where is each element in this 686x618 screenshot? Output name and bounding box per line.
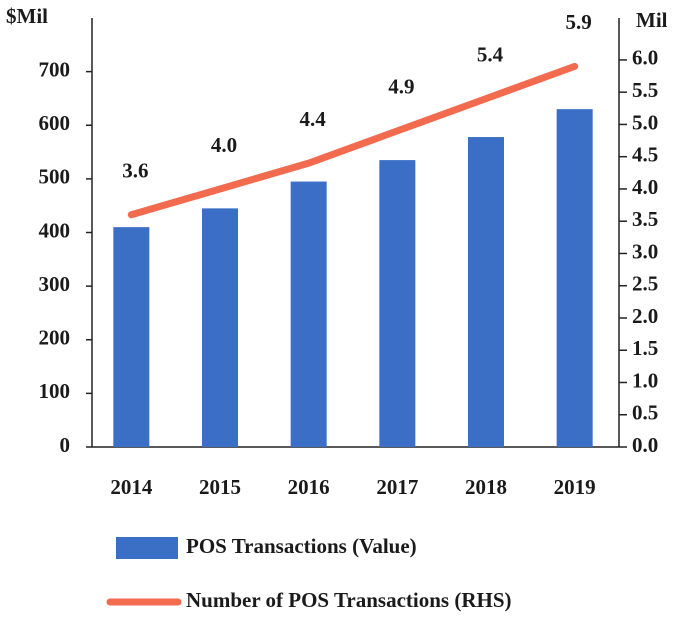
y-axis-label: $Mil xyxy=(6,4,48,28)
data-label: 3.6 xyxy=(122,159,148,183)
data-label: 4.4 xyxy=(300,107,327,131)
data-label: 5.9 xyxy=(566,10,592,34)
y2-tick-label: 3.0 xyxy=(632,239,658,263)
y2-tick-label: 2.5 xyxy=(632,272,658,296)
bar xyxy=(379,160,416,447)
y2-tick-label: 0.5 xyxy=(632,401,658,425)
y2-tick-label: 2.0 xyxy=(632,304,658,328)
x-tick-label: 2018 xyxy=(465,475,507,499)
y2-tick-label: 4.0 xyxy=(632,175,658,199)
legend-label: Number of POS Transactions (RHS) xyxy=(186,588,512,612)
x-tick-label: 2016 xyxy=(288,475,330,499)
y-tick-label: 200 xyxy=(39,326,71,350)
y2-tick-label: 6.0 xyxy=(632,46,658,70)
y2-tick-label: 1.0 xyxy=(632,368,658,392)
x-tick-label: 2017 xyxy=(376,475,418,499)
x-tick-label: 2014 xyxy=(110,475,153,499)
y-tick-label: 400 xyxy=(39,218,71,242)
bar xyxy=(556,109,593,447)
x-tick-label: 2015 xyxy=(199,475,241,499)
data-label: 4.9 xyxy=(388,75,414,99)
legend-label: POS Transactions (Value) xyxy=(186,534,417,558)
y2-tick-label: 4.5 xyxy=(632,143,658,167)
data-label: 4.0 xyxy=(211,133,237,157)
y-tick-label: 100 xyxy=(39,379,71,403)
y-tick-label: 700 xyxy=(39,57,71,81)
y2-tick-label: 3.5 xyxy=(632,207,658,231)
x-tick-label: 2019 xyxy=(554,475,596,499)
y2-tick-label: 5.0 xyxy=(632,110,658,134)
bar xyxy=(290,181,327,447)
y-tick-label: 0 xyxy=(60,433,71,457)
y-tick-label: 300 xyxy=(39,272,71,296)
y2-tick-label: 1.5 xyxy=(632,336,658,360)
y2-axis-label: Mil xyxy=(636,8,668,32)
y2-tick-label: 5.5 xyxy=(632,78,658,102)
y-tick-label: 500 xyxy=(39,165,71,189)
y-tick-label: 600 xyxy=(39,111,71,135)
line xyxy=(127,62,579,219)
legend-swatch xyxy=(116,537,178,559)
y2-tick-label: 0.0 xyxy=(632,433,658,457)
bar xyxy=(468,137,504,448)
bar xyxy=(202,208,238,447)
data-label: 5.4 xyxy=(477,42,504,66)
bar xyxy=(113,227,150,447)
